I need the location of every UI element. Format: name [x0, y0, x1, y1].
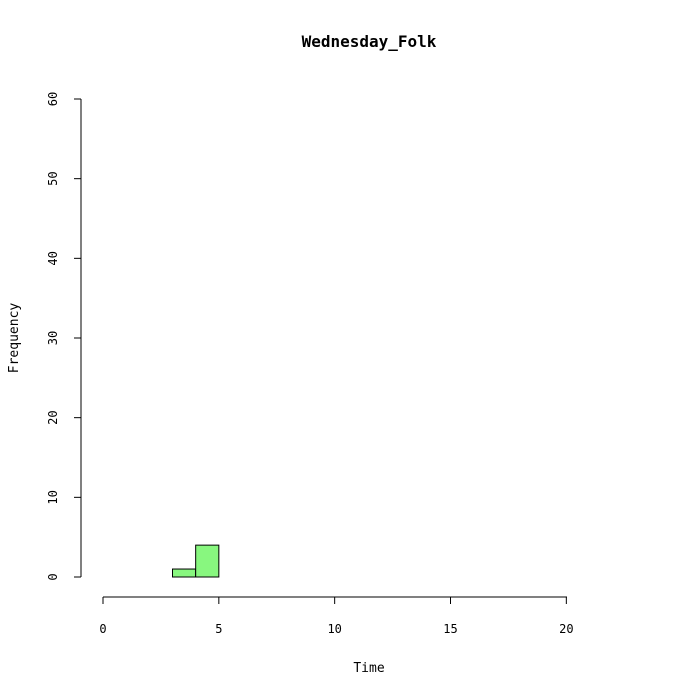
x-tick-label: 20 — [559, 622, 573, 636]
y-axis-ticks: 0 10 20 30 40 50 60 — [46, 92, 81, 581]
histogram-bars — [172, 544, 220, 578]
chart-title: Wednesday_Folk — [302, 32, 437, 51]
histogram-bar — [172, 568, 197, 578]
y-tick-label: 50 — [46, 171, 60, 185]
x-axis-ticks: 0 5 10 15 20 — [99, 597, 574, 636]
x-axis: 0 5 10 15 20 — [99, 596, 574, 636]
x-tick-label: 10 — [327, 622, 341, 636]
y-tick-label: 20 — [46, 410, 60, 424]
x-tick-label: 15 — [443, 622, 457, 636]
y-axis-label: Frequency — [7, 303, 22, 374]
x-tick-label: 0 — [99, 622, 106, 636]
x-tick-label: 5 — [215, 622, 222, 636]
histogram-bar — [195, 544, 220, 578]
x-axis-label: Time — [353, 661, 384, 676]
y-tick-label: 40 — [46, 251, 60, 265]
y-tick-label: 30 — [46, 331, 60, 345]
y-tick-label: 10 — [46, 490, 60, 504]
y-tick-label: 0 — [46, 573, 60, 580]
y-tick-label: 60 — [46, 92, 60, 106]
y-axis: 0 10 20 30 40 50 60 — [46, 92, 82, 581]
